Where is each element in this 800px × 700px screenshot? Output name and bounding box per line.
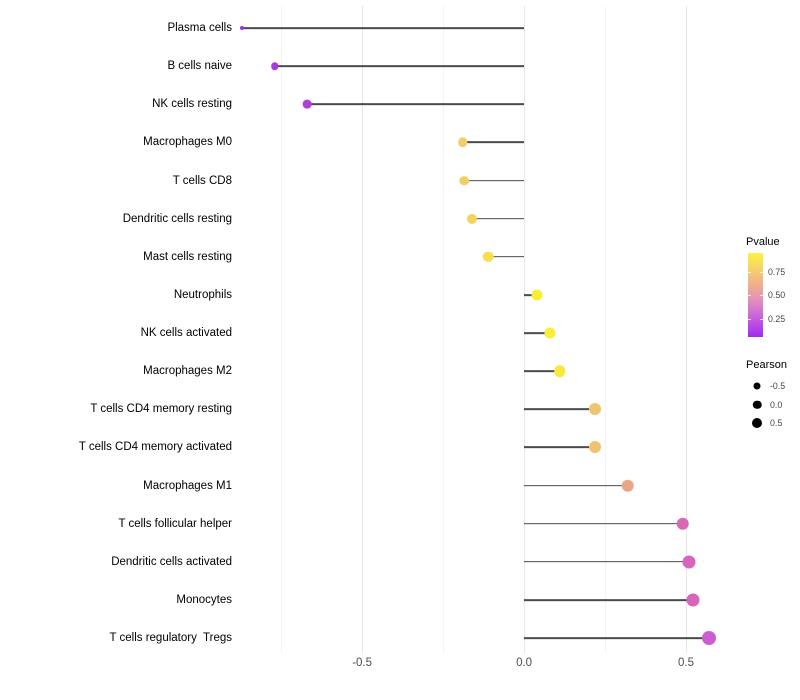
lollipop-stem xyxy=(242,27,525,29)
y-axis-label: Dendritic cells resting xyxy=(122,212,232,225)
lollipop-dot xyxy=(676,517,690,530)
lollipop-dot xyxy=(483,251,494,262)
pvalue-tick-mark xyxy=(748,271,751,273)
pvalue-tick-mark xyxy=(748,295,751,297)
lollipop-dot xyxy=(531,289,543,301)
pvalue-tick-mark xyxy=(760,271,763,273)
minor-gridline xyxy=(443,6,445,653)
lollipop-dot xyxy=(302,99,312,109)
lollipop-stem xyxy=(524,637,709,639)
lollipop-stem xyxy=(524,446,596,449)
y-axis-label: Macrophages M1 xyxy=(143,479,232,492)
y-axis-label: T cells CD8 xyxy=(172,174,232,187)
lollipop-dot xyxy=(240,26,245,30)
lollipop-dot xyxy=(457,137,468,148)
lollipop-dot xyxy=(544,327,556,339)
y-axis-label: T cells CD4 memory resting xyxy=(90,403,232,416)
pearson-legend-label: -0.5 xyxy=(770,381,786,391)
major-gridline xyxy=(686,6,688,653)
lollipop-stem xyxy=(524,599,693,601)
pvalue-tick-label: 0.25 xyxy=(768,314,786,325)
lollipop-dot xyxy=(682,555,696,569)
pearson-legend-title: Pearson xyxy=(746,359,787,371)
lollipop-stem xyxy=(524,484,628,487)
lollipop-stem xyxy=(464,179,525,182)
lollipop-stem xyxy=(274,65,525,67)
lollipop-dot xyxy=(621,479,634,492)
lollipop-stem xyxy=(524,522,683,525)
pearson-legend-label: 0.5 xyxy=(770,418,783,429)
y-axis-label: Monocytes xyxy=(176,593,232,606)
y-axis-label: Plasma cells xyxy=(167,22,232,34)
x-axis-tick-label: 0.0 xyxy=(516,657,533,669)
pearson-legend-dot xyxy=(753,382,761,390)
pearson-legend-label: 0.0 xyxy=(770,399,783,410)
lollipop-stem xyxy=(524,408,596,411)
y-axis-label: B cells naive xyxy=(167,60,232,73)
pearson-legend-dot xyxy=(752,400,762,409)
lollipop-stem xyxy=(524,332,550,334)
lollipop-stem xyxy=(462,141,525,144)
pvalue-tick-mark xyxy=(760,295,763,297)
y-axis-label: Macrophages M2 xyxy=(143,365,232,378)
lollipop-stem xyxy=(488,255,525,258)
y-axis-label: NK cells resting xyxy=(152,98,232,111)
lollipop-dot xyxy=(701,631,716,645)
minor-gridline xyxy=(605,6,607,653)
lollipop-stem xyxy=(472,217,525,220)
y-axis-label: T cells follicular helper xyxy=(118,517,232,530)
pvalue-legend-title: Pvalue xyxy=(746,236,780,248)
lollipop-dot xyxy=(270,62,279,70)
lollipop-dot xyxy=(467,213,478,224)
minor-gridline xyxy=(281,6,283,653)
lollipop-dot xyxy=(589,441,602,454)
y-axis-label: NK cells activated xyxy=(140,327,232,339)
lollipop-stem xyxy=(524,370,560,372)
y-axis-label: Mast cells resting xyxy=(143,250,232,263)
lollipop-stem xyxy=(524,560,690,563)
pvalue-tick-mark xyxy=(748,319,751,321)
lollipop-stem xyxy=(307,103,525,106)
y-axis-label: T cells CD4 memory activated xyxy=(78,441,232,454)
pearson-legend-dot xyxy=(752,418,762,429)
x-axis-tick-label: -0.5 xyxy=(352,657,373,669)
y-axis-label: Dendritic cells activated xyxy=(111,555,232,568)
lollipop-dot xyxy=(459,175,469,186)
pvalue-colorbar xyxy=(748,253,763,337)
lollipop-dot xyxy=(589,403,602,416)
x-axis-tick-label: 0.5 xyxy=(678,657,695,669)
lollipop-dot xyxy=(686,593,699,607)
pvalue-tick-mark xyxy=(760,319,763,321)
major-gridline xyxy=(524,6,526,653)
pvalue-tick-label: 0.50 xyxy=(768,290,786,301)
lollipop-stem xyxy=(524,294,538,296)
major-gridline xyxy=(362,6,364,653)
y-axis-label: Macrophages M0 xyxy=(143,136,232,149)
lollipop-dot xyxy=(553,365,566,377)
y-axis-label: Neutrophils xyxy=(173,288,232,301)
pvalue-tick-label: 0.75 xyxy=(768,266,786,277)
y-axis-label: T cells regulatory Tregs xyxy=(109,632,232,644)
